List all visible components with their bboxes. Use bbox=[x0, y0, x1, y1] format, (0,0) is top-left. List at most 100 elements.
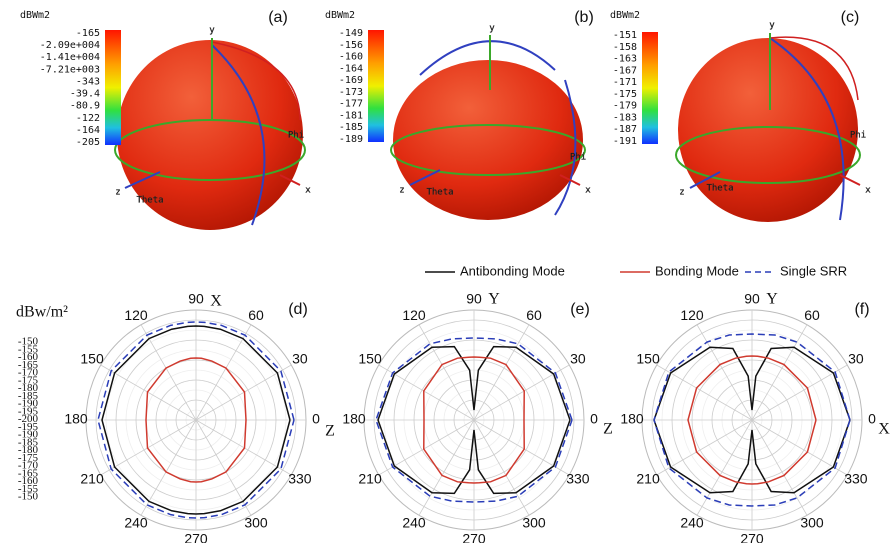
theta-tick-label: 0 bbox=[312, 411, 320, 427]
theta-tick-label: 120 bbox=[680, 307, 704, 323]
axis-label-3d: x bbox=[865, 186, 871, 196]
axis-label-3d: z bbox=[399, 186, 404, 196]
colorbar-tick-label: -171 bbox=[613, 77, 637, 88]
axis-label-3d: Theta bbox=[706, 184, 733, 194]
theta-tick-label: 90 bbox=[466, 291, 482, 307]
theta-tick-label: 0 bbox=[868, 411, 876, 427]
grid-spoke bbox=[752, 420, 807, 515]
axis-label-3d: Phi bbox=[570, 153, 586, 163]
grid-spoke bbox=[419, 420, 474, 515]
theta-tick-label: 180 bbox=[64, 411, 88, 427]
colorbar bbox=[368, 30, 384, 142]
theta-tick-label: 270 bbox=[184, 531, 208, 543]
colorbar-tick-label: -189 bbox=[339, 134, 363, 145]
panel-label: (a) bbox=[268, 9, 288, 26]
axis-label-3d: x bbox=[305, 186, 311, 196]
theta-tick-label: 270 bbox=[462, 531, 486, 543]
colorbar-tick-label: -7.21e+003 bbox=[40, 64, 100, 75]
axis-annotation: Y bbox=[488, 291, 500, 308]
theta-tick-label: 90 bbox=[188, 291, 204, 307]
colorbar bbox=[642, 32, 658, 144]
axis-label-3d: y bbox=[489, 24, 495, 34]
colorbar-tick-label: -187 bbox=[613, 124, 637, 135]
theta-tick-label: 330 bbox=[566, 471, 590, 487]
colorbar-tick-label: -167 bbox=[613, 65, 637, 76]
colorbar-tick-label: -181 bbox=[339, 110, 363, 121]
panel-label: (d) bbox=[288, 301, 308, 318]
colorbar-tick-label: -177 bbox=[339, 99, 363, 110]
grid-spoke bbox=[697, 420, 752, 515]
theta-tick-label: 330 bbox=[288, 471, 312, 487]
theta-tick-label: 300 bbox=[800, 515, 824, 531]
theta-tick-label: 210 bbox=[80, 471, 104, 487]
colorbar-tick-label: -164 bbox=[76, 125, 100, 136]
theta-tick-label: 240 bbox=[124, 515, 148, 531]
axis-annotation: Z bbox=[603, 421, 613, 438]
colorbar-tick-label: -173 bbox=[339, 87, 363, 98]
theta-tick-label: 240 bbox=[402, 515, 426, 531]
colorbar-tick-label: -156 bbox=[339, 40, 363, 51]
theta-tick-label: 210 bbox=[636, 471, 660, 487]
theta-tick-label: 180 bbox=[620, 411, 644, 427]
colorbar-tick-label: -2.09e+004 bbox=[40, 40, 100, 51]
grid-spoke bbox=[752, 325, 807, 420]
sphere-b bbox=[391, 35, 585, 220]
colorbar-tick-label: -160 bbox=[339, 52, 363, 63]
colorbar-tick-label: -39.4 bbox=[70, 89, 100, 100]
axis-label-3d: Theta bbox=[426, 188, 453, 198]
axis-annotation: X bbox=[878, 421, 890, 438]
panel-label: (e) bbox=[570, 301, 590, 318]
grid-spoke bbox=[697, 325, 752, 420]
theta-tick-label: 120 bbox=[124, 307, 148, 323]
axis-label-3d: Phi bbox=[288, 131, 304, 141]
colorbar-tick-label: -122 bbox=[76, 113, 100, 124]
legend-label: Bonding Mode bbox=[655, 263, 739, 278]
colorbar-tick-label: -175 bbox=[613, 89, 637, 100]
colorbar-tick-label: -80.9 bbox=[70, 101, 100, 112]
axis-label-3d: z bbox=[679, 188, 684, 198]
figure: (a)dBWm2-165-2.09e+004-1.41e+004-7.21e+0… bbox=[0, 0, 890, 543]
colorbar-tick-label: -185 bbox=[339, 122, 363, 133]
axis-annotation: Z bbox=[325, 423, 335, 440]
sphere-c bbox=[676, 33, 860, 222]
legend-label: Single SRR bbox=[780, 263, 847, 278]
axis-label-3d: z bbox=[115, 188, 120, 198]
panel-label: (b) bbox=[574, 9, 594, 26]
theta-tick-label: 300 bbox=[244, 515, 268, 531]
panel-label: (c) bbox=[841, 9, 860, 26]
axis-annotation: Y bbox=[766, 291, 778, 308]
axis-label-3d: Theta bbox=[136, 196, 163, 206]
theta-tick-label: 150 bbox=[80, 351, 104, 367]
theta-tick-label: 0 bbox=[590, 411, 598, 427]
grid-spoke bbox=[419, 325, 474, 420]
theta-tick-label: 150 bbox=[636, 351, 660, 367]
colorbar-tick-label: -164 bbox=[339, 63, 363, 74]
colorbar-tick-label: -183 bbox=[613, 112, 637, 123]
theta-tick-label: 300 bbox=[522, 515, 546, 531]
theta-tick-label: 30 bbox=[292, 351, 308, 367]
axis-label-3d: Phi bbox=[850, 131, 866, 141]
axis-label-3d: y bbox=[209, 26, 215, 36]
axis-annotation: X bbox=[210, 293, 222, 310]
legend-label: Antibonding Mode bbox=[460, 263, 565, 278]
colorbar-tick-label: -169 bbox=[339, 75, 363, 86]
theta-tick-label: 30 bbox=[570, 351, 586, 367]
theta-tick-label: 210 bbox=[358, 471, 382, 487]
r-tick-label: -200 bbox=[18, 413, 39, 425]
theta-tick-label: 90 bbox=[744, 291, 760, 307]
r-axis-title: dBw/m² bbox=[16, 304, 68, 321]
theta-tick-label: 60 bbox=[526, 307, 542, 323]
colorbar-tick-label: -191 bbox=[613, 136, 637, 147]
theta-tick-label: 330 bbox=[844, 471, 868, 487]
theta-tick-label: 180 bbox=[342, 411, 366, 427]
colorbar-unit: dBWm2 bbox=[610, 10, 640, 21]
colorbar-tick-label: -1.41e+004 bbox=[40, 52, 100, 63]
colorbar-tick-label: -343 bbox=[76, 76, 100, 87]
colorbar-tick-label: -163 bbox=[613, 54, 637, 65]
axis-label-3d: x bbox=[585, 186, 591, 196]
theta-tick-label: 240 bbox=[680, 515, 704, 531]
theta-tick-label: 270 bbox=[740, 531, 764, 543]
theta-tick-label: 120 bbox=[402, 307, 426, 323]
theta-tick-label: 30 bbox=[848, 351, 864, 367]
colorbar-tick-label: -151 bbox=[613, 30, 637, 41]
